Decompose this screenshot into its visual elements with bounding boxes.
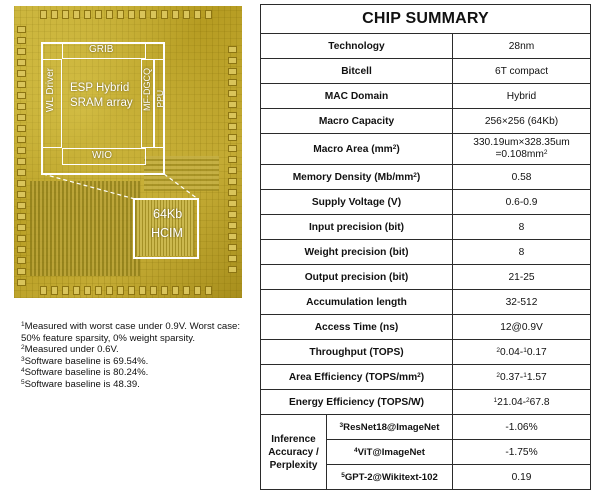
table-row: Access Time (ns) 12@0.9V [260, 314, 592, 340]
right-pad-column [228, 46, 237, 277]
table-row: Technology 28nm [260, 33, 592, 59]
inference-task: 3ResNet18@ImageNet [326, 414, 453, 440]
row-value: 20.37-11.57 [451, 364, 592, 390]
left-pad-column [17, 26, 26, 290]
row-label: Bitcell [260, 58, 453, 84]
chip-summary-table: CHIP SUMMARY Technology 28nm Bitcell 6T … [259, 4, 592, 490]
table-row: Area Efficiency (TOPS/mm2) 20.37-11.57 [260, 364, 592, 390]
row-value: 12@0.9V [451, 314, 592, 340]
table-row-inference: Inference Accuracy / Perplexity 3ResNet1… [260, 414, 592, 490]
ppu-label: PPU [155, 90, 165, 108]
row-label: MAC Domain [260, 83, 453, 109]
row-label: Energy Efficiency (TOPS/W) [260, 389, 453, 415]
inference-label: Inference Accuracy / Perplexity [260, 414, 327, 490]
hcim-label-line1: 64Kb [153, 207, 183, 221]
inference-value: 0.19 [451, 464, 592, 490]
row-value: 121.04-267.8 [451, 389, 592, 415]
row-value: 6T compact [451, 58, 592, 84]
inference-value: -1.75% [451, 439, 592, 465]
ppu-outline [154, 59, 165, 148]
row-label: Macro Area (mm2) [260, 133, 453, 165]
row-value: 8 [451, 239, 592, 265]
footnote-3: 3Software baseline is 69.54%. [21, 355, 149, 367]
table-title: CHIP SUMMARY [259, 4, 592, 34]
row-label: Supply Voltage (V) [260, 189, 453, 215]
inference-value: -1.06% [451, 414, 592, 440]
table-title-row: CHIP SUMMARY [259, 4, 592, 34]
wl-driver-outline [41, 59, 62, 148]
row-label: Area Efficiency (TOPS/mm2) [260, 364, 453, 390]
zoom-lines [42, 173, 199, 200]
hcim-outline [133, 198, 199, 259]
table-row: Bitcell 6T compact [260, 58, 592, 84]
hcim-texture [136, 200, 194, 256]
row-label: Accumulation length [260, 289, 453, 315]
wio-label: WIO [92, 150, 112, 161]
row-label: Output precision (bit) [260, 264, 453, 290]
table-row: Energy Efficiency (TOPS/W) 121.04-267.8 [260, 389, 592, 415]
top-pad-row [40, 10, 216, 19]
row-value: Hybrid [451, 83, 592, 109]
row-value: 32-512 [451, 289, 592, 315]
table-row-inference: 5GPT-2@Wikitext-102 0.19 [261, 464, 592, 490]
array-label-line2: SRAM array [70, 97, 133, 109]
grib-label: GRIB [89, 44, 114, 55]
wio-outline [62, 148, 146, 165]
table-row: MAC Domain Hybrid [260, 83, 592, 109]
row-label: Macro Capacity [260, 108, 453, 134]
grib-outline [62, 42, 146, 59]
row-label: Access Time (ns) [260, 314, 453, 340]
row-value: 28nm [451, 33, 592, 59]
inference-task: 5GPT-2@Wikitext-102 [326, 464, 453, 490]
table-row: Output precision (bit) 21-25 [260, 264, 592, 290]
table-row: Memory Density (Mb/mm2) 0.58 [260, 164, 592, 190]
footnote-2: 2Measured under 0.6V. [21, 344, 119, 356]
row-label: Technology [260, 33, 453, 59]
table-row: Accumulation length 32-512 [260, 289, 592, 315]
table-row: Macro Area (mm2) 330.19um×328.35um =0.108… [260, 133, 592, 165]
inference-task: 4ViT@ImageNet [326, 439, 453, 465]
row-label: Weight precision (bit) [260, 239, 453, 265]
wl-driver-label: WL Driver [45, 68, 56, 113]
table-row: Macro Capacity 256×256 (64Kb) [260, 108, 592, 134]
table-row: Throughput (TOPS) 20.04-10.17 [260, 339, 592, 365]
row-value: 8 [451, 214, 592, 240]
hcim-label-line2: HCIM [151, 226, 183, 240]
row-value: 21-25 [451, 264, 592, 290]
footnotes: 1Measured with worst case under 0.9V. Wo… [21, 321, 251, 391]
row-value: 330.19um×328.35um =0.108mm2 [451, 133, 592, 165]
footnote-4: 4Software baseline is 80.24%. [21, 367, 149, 379]
bottom-pad-row [40, 286, 216, 295]
mf-dgcq-outline [141, 59, 154, 148]
table-row: Input precision (bit) 8 [260, 214, 592, 240]
row-label: Throughput (TOPS) [260, 339, 453, 365]
logic-region [30, 181, 140, 276]
row-value: 0.58 [451, 164, 592, 190]
row-value: 256×256 (64Kb) [451, 108, 592, 134]
array-label-line1: ESP Hybrid [70, 82, 130, 94]
row-value: 20.04-10.17 [451, 339, 592, 365]
table-row: Weight precision (bit) 8 [260, 239, 592, 265]
die-photo: GRIB WL Driver ESP Hybrid SRAM array MF-… [14, 6, 242, 298]
mf-dgcq-label: MF-DGCQ [142, 68, 152, 111]
row-value: 0.6-0.9 [451, 189, 592, 215]
row-label: Memory Density (Mb/mm2) [260, 164, 453, 190]
row-label: Input precision (bit) [260, 214, 453, 240]
footnote-1: 1Measured with worst case under 0.9V. Wo… [21, 321, 241, 344]
table-row: Supply Voltage (V) 0.6-0.9 [260, 189, 592, 215]
footnote-5: 5Software baseline is 48.39. [21, 378, 140, 390]
